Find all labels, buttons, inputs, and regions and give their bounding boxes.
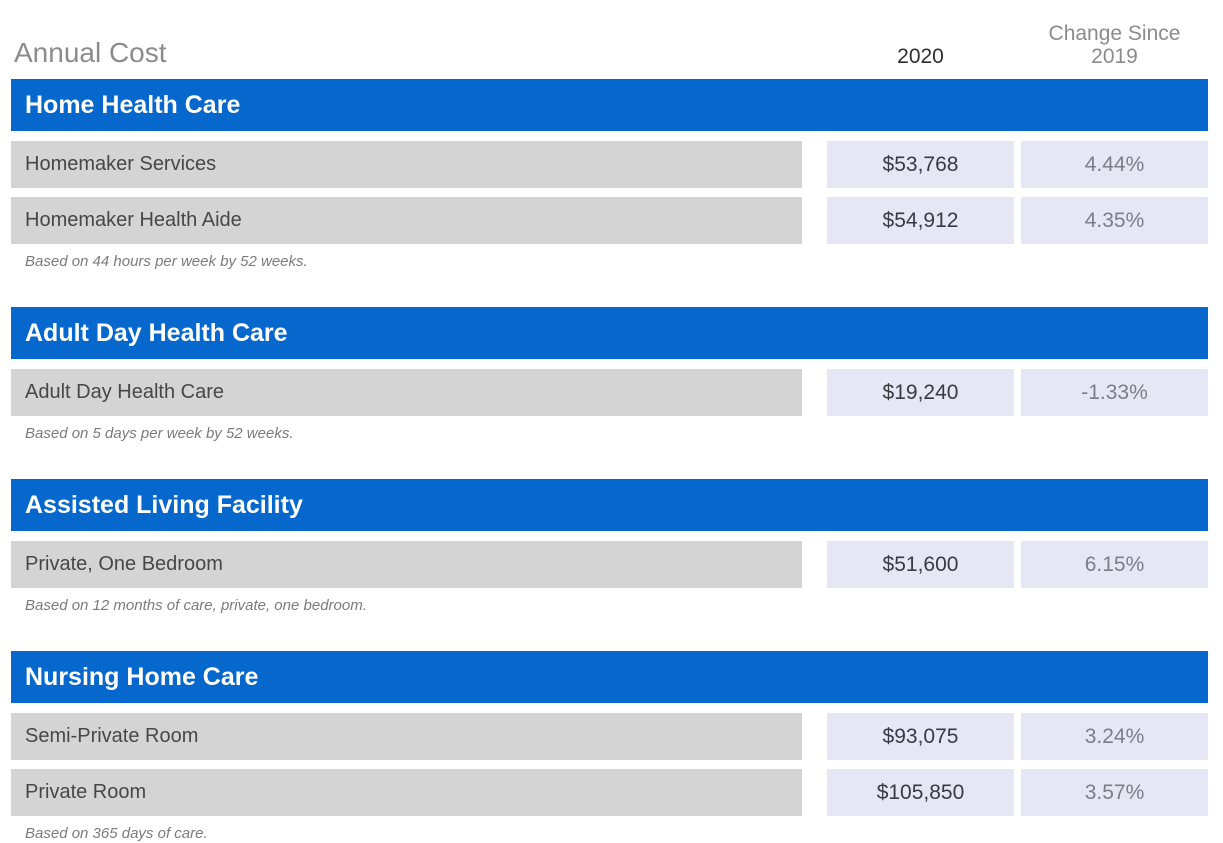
section-nursing-home-care: Nursing Home Care Semi-Private Room $93,… (11, 651, 1208, 843)
table-row: Homemaker Services $53,768 4.44% (11, 141, 1208, 188)
table-row: Homemaker Health Aide $54,912 4.35% (11, 197, 1208, 244)
row-change-pct: 3.57% (1021, 769, 1208, 816)
row-change-pct: -1.33% (1021, 369, 1208, 416)
column-header-change-since-2019: Change Since 2019 (1021, 22, 1208, 68)
section-header: Assisted Living Facility (11, 479, 1208, 531)
table-row: Adult Day Health Care $19,240 -1.33% (11, 369, 1208, 416)
page-title: Annual Cost (14, 37, 167, 68)
row-label: Private Room (11, 769, 802, 816)
row-label: Semi-Private Room (11, 713, 802, 760)
row-label: Homemaker Health Aide (11, 197, 802, 244)
row-cost-2020: $53,768 (827, 141, 1014, 188)
table-header-row: Annual Cost 2020 Change Since 2019 (11, 0, 1208, 68)
row-cost-2020: $93,075 (827, 713, 1014, 760)
row-change-pct: 4.35% (1021, 197, 1208, 244)
section-footnote: Based on 5 days per week by 52 weeks. (25, 425, 294, 442)
row-label: Homemaker Services (11, 141, 802, 188)
section-footnote: Based on 44 hours per week by 52 weeks. (25, 253, 308, 270)
row-cost-2020: $105,850 (827, 769, 1014, 816)
row-cost-2020: $19,240 (827, 369, 1014, 416)
row-label: Adult Day Health Care (11, 369, 802, 416)
table-row: Semi-Private Room $93,075 3.24% (11, 713, 1208, 760)
section-home-health-care: Home Health Care Homemaker Services $53,… (11, 79, 1208, 271)
row-change-pct: 3.24% (1021, 713, 1208, 760)
section-header: Adult Day Health Care (11, 307, 1208, 359)
row-change-pct: 6.15% (1021, 541, 1208, 588)
section-footnote: Based on 365 days of care. (25, 825, 208, 842)
table-content: Annual Cost 2020 Change Since 2019 Home … (11, 0, 1208, 843)
section-assisted-living-facility: Assisted Living Facility Private, One Be… (11, 479, 1208, 615)
column-header-2020: 2020 (897, 45, 944, 68)
row-label: Private, One Bedroom (11, 541, 802, 588)
section-footnote: Based on 12 months of care, private, one… (25, 597, 367, 614)
column-header-change-line1: Change Since (1048, 22, 1181, 45)
table-row: Private Room $105,850 3.57% (11, 769, 1208, 816)
section-adult-day-health-care: Adult Day Health Care Adult Day Health C… (11, 307, 1208, 443)
row-cost-2020: $51,600 (827, 541, 1014, 588)
row-cost-2020: $54,912 (827, 197, 1014, 244)
table-row: Private, One Bedroom $51,600 6.15% (11, 541, 1208, 588)
row-change-pct: 4.44% (1021, 141, 1208, 188)
section-header: Home Health Care (11, 79, 1208, 131)
column-header-change-line2: 2019 (1091, 45, 1138, 68)
section-header: Nursing Home Care (11, 651, 1208, 703)
